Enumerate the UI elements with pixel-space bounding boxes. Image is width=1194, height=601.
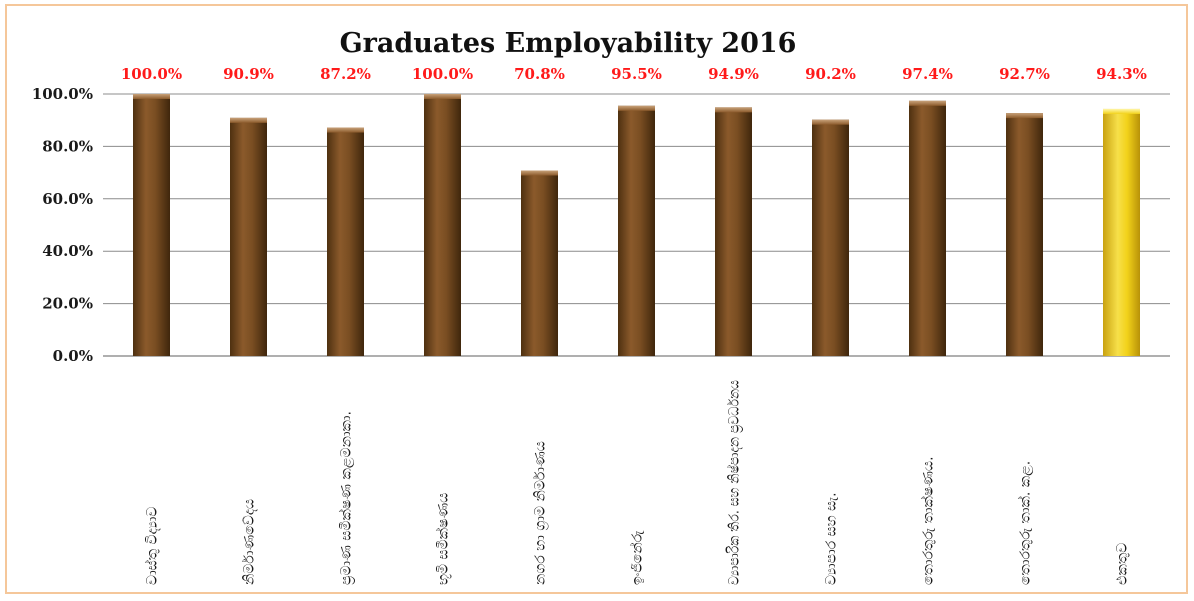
bar (424, 94, 461, 356)
data-label: 95.5% (611, 65, 662, 83)
chart-frame (5, 4, 1188, 594)
bar-top-highlight (230, 117, 267, 123)
data-label: 87.2% (320, 65, 371, 83)
bar (230, 117, 267, 356)
data-label: 94.9% (708, 65, 759, 83)
y-tick-label: 0.0% (53, 347, 93, 365)
bar (618, 105, 655, 356)
bar (812, 119, 849, 357)
y-tick-label: 60.0% (42, 190, 93, 208)
data-label: 100.0% (412, 65, 473, 83)
bar (133, 94, 170, 356)
x-category-label: තොරතුරු තාක්. කළ. (1017, 461, 1033, 585)
x-category-label: භූමි සමීක්ෂණය (435, 493, 451, 585)
chart-title: Graduates Employability 2016 (340, 28, 797, 59)
bar (521, 170, 558, 356)
bar-top-highlight (521, 170, 558, 176)
x-category-label: ප්‍රමාණ සමීක්ෂණ කළමනාකා. (338, 411, 355, 585)
x-category-label: තොරතුරු තාක්ෂණය. (920, 456, 936, 585)
bar-top-highlight (133, 94, 170, 99)
data-label: 92.7% (999, 65, 1050, 83)
data-labels: 100.0% 90.9% 87.2% 100.0% 70.8% 95.5% 94.9% 90.… (121, 65, 1147, 83)
y-tick-label: 100.0% (32, 85, 93, 103)
bar (327, 127, 364, 356)
data-label: 100.0% (121, 65, 182, 83)
bar (715, 107, 752, 356)
x-category-label: ව්‍යාපාරික තිර. සහ නිෂ්පාදන ප්‍රවර්ධනය (726, 380, 743, 585)
y-tick-label: 40.0% (42, 242, 93, 260)
x-category-label: ඉංජිනේරු (629, 530, 645, 585)
bar-top-highlight (1103, 108, 1140, 114)
x-category-label: වාස්තු විද්‍යාව (144, 507, 160, 585)
y-axis-ticks: 0.0% 20.0% 40.0% 60.0% 80.0% 100.0% (32, 85, 93, 365)
x-axis-labels: වාස්තු විද්‍යාව නිර්මාණවේදය ප්‍රමාණ සමීක්ෂ… (144, 380, 1130, 585)
bar (909, 100, 946, 356)
y-tick-label: 20.0% (42, 295, 93, 313)
bar-top-highlight (424, 94, 461, 99)
data-label: 97.4% (902, 65, 953, 83)
bar-top-highlight (715, 107, 752, 113)
x-category-label: නිර්මාණවේදය (242, 499, 258, 585)
bar-top-highlight (812, 119, 849, 125)
bar-top-highlight (909, 100, 946, 106)
data-label: 94.3% (1096, 65, 1147, 83)
data-label: 90.2% (805, 65, 856, 83)
x-category-label: නගර හා ග්‍රාම නිර්මාණය (533, 441, 549, 585)
bar (1006, 113, 1043, 356)
data-label: 90.9% (223, 65, 274, 83)
bar-top-highlight (618, 105, 655, 111)
x-category-label: එකතුව (1115, 543, 1131, 585)
x-category-label: ව්‍යාපාර සහ සැ. (824, 492, 840, 585)
bar-top-highlight (1006, 113, 1043, 119)
data-label: 70.8% (514, 65, 565, 83)
bar-highlight (1103, 108, 1140, 357)
bars (133, 94, 1140, 357)
bar-top-highlight (327, 127, 364, 133)
y-tick-label: 80.0% (42, 137, 93, 155)
